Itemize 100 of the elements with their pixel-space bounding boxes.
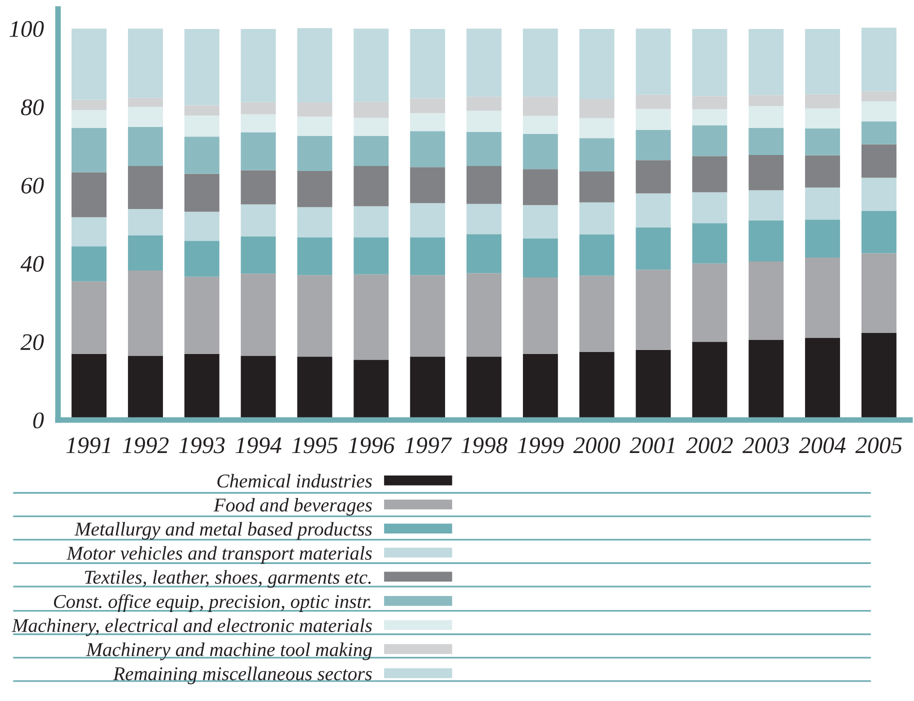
bar: [579, 28, 614, 100]
bar: [240, 236, 276, 274]
x-tick-label: 2000: [573, 437, 620, 454]
bar: [297, 116, 332, 136]
bar: [579, 234, 614, 276]
bar: [466, 204, 502, 234]
bar: [861, 91, 896, 102]
bar: [861, 144, 896, 178]
bar: [128, 126, 163, 166]
x-tick-label: 1994: [236, 437, 282, 454]
bar: [354, 274, 389, 360]
bar: [579, 138, 614, 172]
bar: [579, 276, 614, 352]
bar: [466, 96, 502, 111]
bar: [297, 275, 332, 357]
bar: [410, 28, 446, 98]
y-tick-label: 80: [20, 99, 44, 116]
bar: [579, 171, 614, 202]
bar: [692, 96, 728, 110]
bar: [128, 235, 163, 270]
bar: [410, 98, 446, 114]
bar: [184, 105, 220, 116]
bar: [466, 273, 502, 357]
bar: [184, 136, 220, 174]
y-tick-label: 40: [20, 256, 44, 272]
legend-label: Const. office equip, precision, optic instr.: [54, 594, 371, 612]
bar: [184, 276, 220, 354]
bar: [692, 109, 728, 126]
bar: [522, 238, 558, 278]
bar: [184, 240, 220, 277]
bar: [861, 210, 896, 254]
bar: [636, 193, 671, 228]
legend-label: Textiles, leather, shoes, garments etc.: [84, 570, 371, 588]
bar: [72, 128, 107, 172]
legend-label: Chemical industries: [217, 474, 372, 488]
bar: [636, 227, 671, 270]
bar: [72, 217, 107, 246]
x-tick-label: 2003: [742, 437, 789, 454]
bar: [522, 96, 558, 116]
bar: [861, 121, 896, 144]
bar: [72, 100, 107, 110]
bar: [354, 237, 389, 274]
bar: [466, 110, 502, 132]
bar: [128, 106, 163, 127]
bar: [410, 167, 446, 204]
bar: [805, 108, 840, 128]
bar: [861, 253, 896, 333]
bar: [805, 28, 840, 94]
bar: [466, 28, 502, 97]
bar: [184, 115, 220, 137]
x-tick-label: 2005: [855, 437, 902, 454]
bar: [692, 223, 728, 264]
bar: [72, 281, 107, 354]
bar: [748, 95, 784, 106]
bar: [297, 28, 332, 103]
bar: [354, 166, 389, 206]
bar: [128, 270, 163, 356]
bar: [805, 187, 840, 220]
y-tick-label: 60: [21, 178, 44, 194]
bar: [636, 94, 671, 109]
legend-label: Metallurgy and metal based productss: [74, 522, 372, 540]
bar: [72, 246, 107, 282]
bar: [240, 204, 276, 236]
bar: [240, 132, 276, 170]
bar: [354, 206, 389, 238]
bar: [522, 134, 558, 170]
bar: [805, 94, 840, 108]
x-tick-label: 1992: [122, 437, 169, 454]
x-tick-label: 1998: [461, 437, 508, 454]
bar: [410, 275, 446, 357]
bar: [522, 205, 558, 238]
bar: [297, 207, 332, 238]
bar: [692, 156, 728, 192]
bar: [748, 106, 784, 128]
bar: [748, 155, 784, 190]
bar: [861, 101, 896, 122]
bar: [522, 169, 558, 206]
x-tick-label: 2004: [798, 437, 846, 454]
bar: [184, 174, 220, 212]
x-tick-label: 1993: [179, 437, 225, 454]
bar: [748, 190, 784, 220]
bar: [579, 118, 614, 138]
legend-label: Remaining miscellaneous sectors: [113, 666, 372, 684]
bar: [466, 132, 502, 166]
y-tick-label: 100: [10, 21, 44, 37]
bar: [354, 28, 389, 102]
legend-label: Machinery and machine tool making: [86, 642, 372, 660]
legend-label: Motor vehicles and transport materials: [66, 546, 372, 564]
bar: [297, 171, 332, 208]
legend-label: Food and beverages: [214, 498, 372, 516]
x-tick-label: 1991: [66, 437, 110, 454]
bar: [128, 28, 163, 98]
bar: [692, 125, 728, 156]
x-tick-label: 2002: [686, 437, 733, 454]
y-tick-label: 20: [20, 334, 44, 350]
bar: [466, 234, 502, 274]
bar: [692, 192, 728, 224]
bar: [748, 220, 784, 262]
bar: [128, 98, 163, 107]
bar: [72, 28, 107, 100]
